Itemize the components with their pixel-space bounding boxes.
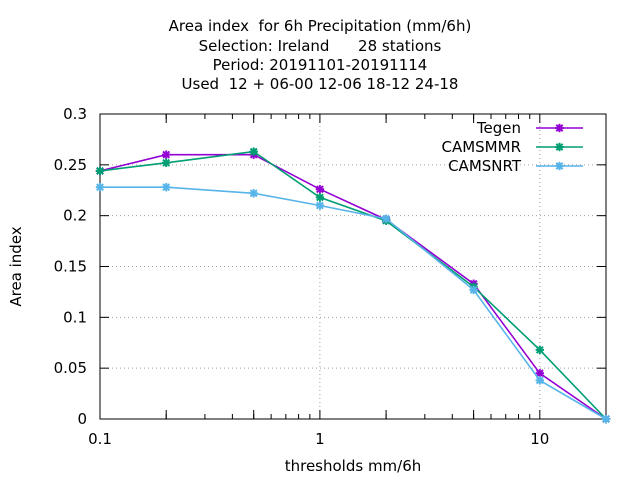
y-tick-label: 0 <box>77 410 87 428</box>
plot-border <box>99 113 607 420</box>
y-tick-label: 0.25 <box>54 156 87 174</box>
y-tick-label: 0.1 <box>63 308 87 326</box>
y-axis-label: Area index <box>7 226 25 306</box>
title-line-2: Selection: Ireland 28 stations <box>198 37 442 55</box>
title-line-1: Area index for 6h Precipitation (mm/6h) <box>168 17 472 35</box>
series-line-camsmmr <box>99 150 607 420</box>
legend-label-camsmmr: CAMSMMR <box>441 138 521 156</box>
x-tick-label: 10 <box>530 430 549 448</box>
x-tick-label: 0.1 <box>88 430 112 448</box>
series-line-tegen <box>99 153 607 420</box>
x-axis-label: thresholds mm/6h <box>285 457 422 475</box>
title-line-4: Used 12 + 06-00 12-06 18-12 24-18 <box>181 75 459 93</box>
series-line-camsnrt <box>100 186 607 420</box>
legend-label-tegen: Tegen <box>476 119 521 137</box>
title-line-3: Period: 20191101-20191114 <box>212 56 428 74</box>
y-tick-label: 0.2 <box>63 207 87 225</box>
x-tick-label: 1 <box>315 430 325 448</box>
y-tick-label: 0.3 <box>63 105 87 123</box>
y-tick-label: 0.05 <box>54 359 87 377</box>
legend-label-camsnrt: CAMSNRT <box>448 157 522 175</box>
y-tick-label: 0.15 <box>54 258 87 276</box>
